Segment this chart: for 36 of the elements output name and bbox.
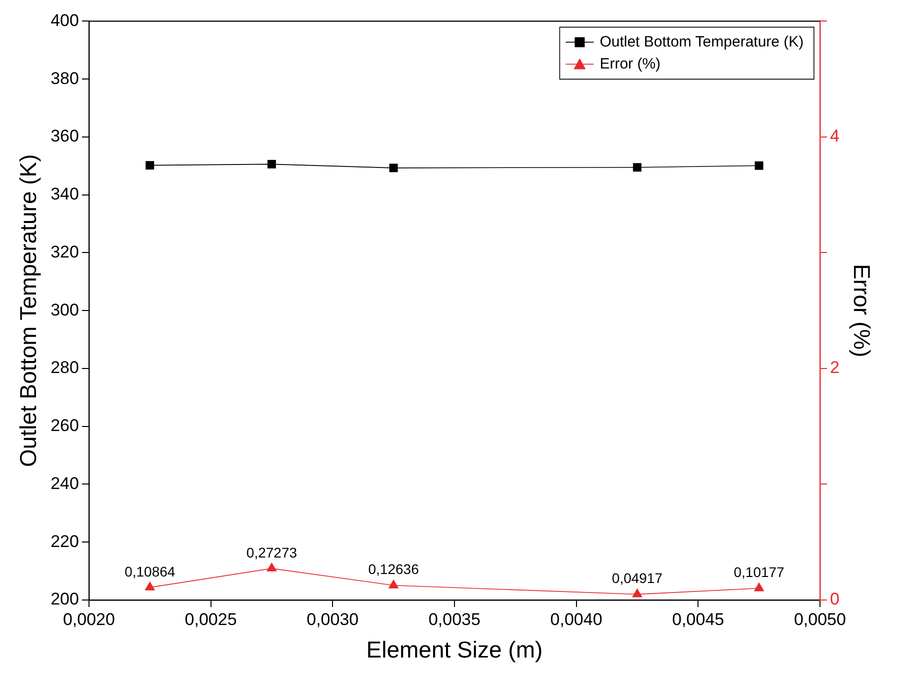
x-tick-label: 0,0030 [306,610,359,629]
y2-tick-label: 2 [830,358,840,378]
y-tick-label: 400 [50,10,79,30]
y-tick-label: 320 [50,242,79,262]
y-tick-label: 360 [50,126,79,146]
y-tick-label: 280 [50,358,79,378]
y-tick-label: 380 [50,68,79,88]
y-tick-label: 240 [50,474,79,493]
x-axis-title: Element Size (m) [366,636,543,663]
data-label: 0,10864 [124,563,176,580]
point [388,579,399,588]
x-tick-label: 0,0025 [184,610,237,629]
point [144,581,156,590]
y-tick-label: 220 [50,532,79,551]
x-tick-label: 0,0020 [62,610,115,629]
y-tick-label: 340 [50,184,79,204]
y2-axis-title: Error (%) [848,264,875,358]
y-tick-label: 300 [50,300,79,320]
x-tick-label: 0,0050 [794,610,846,629]
y-tick-label: 260 [50,416,79,436]
point [632,588,642,598]
x-tick-label: 0,0035 [428,610,480,629]
x-tick-label: 0,0040 [550,610,602,629]
point [754,582,764,592]
data-label: 0,04917 [612,570,663,586]
x-tick-label: 0,0045 [672,610,724,629]
y-axis-title: Outlet Bottom Temperature (K) [15,154,42,467]
y2-tick-label: 4 [830,126,840,146]
data-label: 0,10177 [734,564,785,580]
data-label: 0,27273 [246,544,298,560]
data-label: 0,12636 [368,561,420,578]
y-tick-label: 200 [50,590,79,609]
legend-label: Error (%) [600,55,661,72]
y2-tick-label: 0 [830,590,840,609]
legend-label: Outlet Bottom Temperature (K) [600,33,804,50]
point [266,562,277,572]
